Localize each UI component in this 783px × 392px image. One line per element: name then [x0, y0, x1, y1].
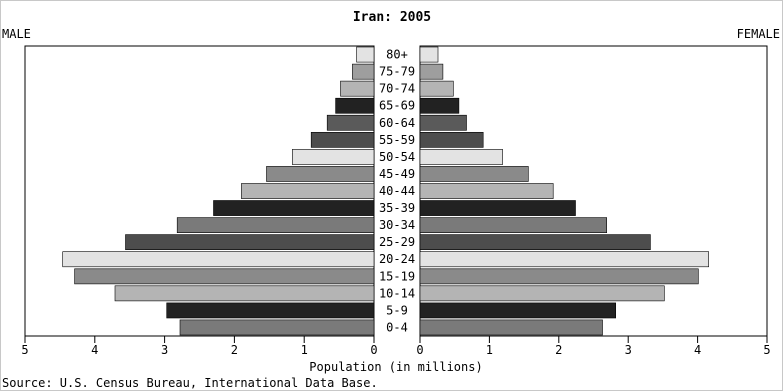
female-bar-70-74 [419, 80, 454, 97]
male-label: MALE [2, 27, 31, 41]
x-tick-label: 4 [694, 343, 701, 357]
male-bar-10-14 [114, 285, 375, 302]
male-bar-0-4 [179, 319, 375, 336]
male-bar-55-59 [310, 132, 375, 148]
age-group-label: 40-44 [379, 184, 415, 198]
male-bar-5-9 [166, 302, 375, 319]
age-labels-group: 80+ 75-79 70-74 65-69 60-64 55-59 50-54 45-49 40… [379, 48, 415, 335]
female-bar-35-39 [419, 200, 576, 216]
male-bar-20-24 [62, 251, 375, 268]
female-bar-30-34 [419, 217, 607, 234]
age-group-label: 75-79 [379, 65, 415, 79]
male-bar-25-29 [125, 234, 375, 251]
female-bar-65-69 [419, 97, 460, 114]
age-group-label: 60-64 [379, 116, 415, 130]
male-bar-75-79 [352, 63, 375, 80]
age-group-label: 70-74 [379, 82, 415, 96]
age-group-label: 0-4 [386, 321, 408, 335]
source-note: Source: U.S. Census Bureau, Internationa… [2, 376, 378, 390]
x-tick-label: 4 [91, 343, 98, 357]
chart-title: Iran: 2005 [353, 10, 431, 25]
age-group-label: 20-24 [379, 252, 415, 266]
female-bar-0-4 [419, 319, 603, 336]
female-bar-50-54 [419, 149, 503, 165]
male-bar-70-74 [340, 80, 375, 97]
x-tick-label: 1 [301, 343, 308, 357]
male-bar-50-54 [291, 149, 375, 165]
x-tick-label: 0 [370, 343, 377, 357]
male-bar-15-19 [74, 268, 375, 285]
x-tick-label: 1 [486, 343, 493, 357]
female-bar-10-14 [419, 285, 665, 302]
female-bar-20-24 [419, 251, 710, 268]
age-group-label: 55-59 [379, 133, 415, 147]
age-group-label: 10-14 [379, 286, 415, 300]
male-bar-35-39 [213, 200, 375, 216]
male-bar-80+ [356, 46, 375, 63]
x-tick-label: 2 [231, 343, 238, 357]
bars-group [62, 46, 710, 336]
age-group-label: 35-39 [379, 201, 415, 215]
male-bar-45-49 [266, 166, 375, 182]
age-group-label: 15-19 [379, 269, 415, 283]
female-bar-45-49 [419, 166, 529, 182]
x-tick-label: 5 [21, 343, 28, 357]
age-group-label: 80+ [386, 48, 408, 62]
x-tick-label: 0 [416, 343, 423, 357]
x-axis-title: Population (in millions) [309, 360, 482, 374]
female-bar-55-59 [419, 132, 484, 148]
male-bar-60-64 [326, 114, 375, 131]
female-bar-25-29 [419, 234, 651, 251]
age-group-label: 50-54 [379, 150, 415, 164]
female-bar-15-19 [419, 268, 699, 285]
male-bar-30-34 [176, 217, 375, 234]
age-group-label: 30-34 [379, 218, 415, 232]
female-bar-40-44 [419, 183, 554, 199]
age-group-label: 65-69 [379, 99, 415, 113]
x-tick-label: 5 [763, 343, 770, 357]
age-group-label: 25-29 [379, 235, 415, 249]
male-bar-65-69 [335, 97, 375, 114]
x-tick-label: 3 [625, 343, 632, 357]
x-axis-group: 5 4 3 2 1 0 0 1 2 3 4 5 [21, 336, 771, 357]
female-label: FEMALE [737, 27, 780, 41]
female-bar-60-64 [419, 114, 467, 131]
male-bar-40-44 [241, 183, 375, 199]
female-bar-5-9 [419, 302, 616, 319]
female-bar-75-79 [419, 63, 444, 80]
age-group-label: 45-49 [379, 167, 415, 181]
x-tick-label: 2 [555, 343, 562, 357]
x-tick-label: 3 [161, 343, 168, 357]
age-group-label: 5-9 [386, 303, 408, 317]
female-bar-80+ [419, 46, 439, 63]
